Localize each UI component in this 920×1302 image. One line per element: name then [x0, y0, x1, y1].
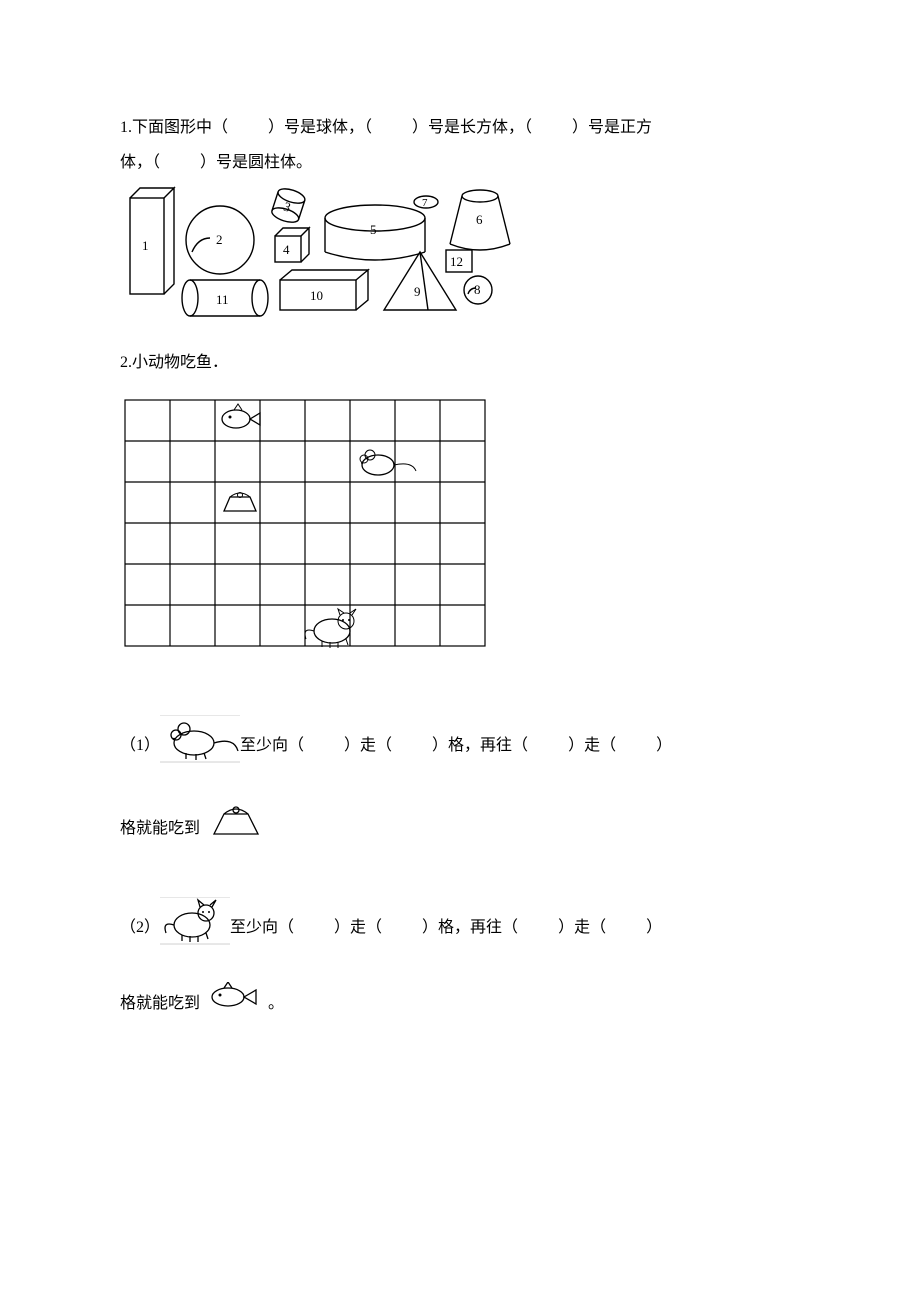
- q2s2-d: ）走（: [558, 910, 606, 945]
- q2-sub1-line1: （1） 至少向（ ）走（ ）格，再往（ ）走（ ）: [120, 715, 800, 776]
- q1-prefix: 1.下面图形中（: [120, 119, 228, 136]
- q2-sub1-num: （1）: [120, 728, 160, 763]
- svg-text:4: 4: [283, 242, 290, 257]
- shape-3: 3: [270, 186, 307, 225]
- worksheet-page: 1.下面图形中（）号是球体，（）号是长方体，（）号是正方 体，（）号是圆柱体。 …: [0, 0, 920, 1302]
- shape-2: 2: [186, 206, 254, 274]
- mouse-icon: [160, 715, 240, 776]
- q2s2-period: 。: [268, 986, 284, 1021]
- fish-icon: [206, 982, 262, 1025]
- svg-text:8: 8: [474, 282, 481, 297]
- shape-4: 4: [275, 228, 309, 262]
- cake-icon: [206, 800, 266, 857]
- q2s2-e: ）: [646, 910, 662, 945]
- q2-grid: [120, 395, 800, 655]
- svg-text:6: 6: [476, 212, 483, 227]
- shape-6: 6: [450, 190, 510, 250]
- svg-text:5: 5: [370, 222, 377, 237]
- q2s2-l2a: 格就能吃到: [120, 986, 200, 1021]
- q2s2-a: 至少向（: [230, 910, 294, 945]
- shape-1: 1: [130, 188, 174, 294]
- q2s2-b: ）走（: [334, 910, 382, 945]
- q2s2-c: ）格，再往（: [422, 910, 518, 945]
- q1-seg3: ）号是正方: [572, 119, 652, 136]
- cake-icon: [224, 492, 256, 511]
- shape-9: 9: [384, 252, 456, 310]
- q2-sub1-line2: 格就能吃到: [120, 800, 800, 857]
- q1-line2: 体，（ ）号是圆柱体。: [120, 145, 800, 180]
- shape-8: 8: [464, 276, 492, 304]
- q2-sub2-line2: 格就能吃到 。: [120, 982, 800, 1025]
- shape-10: 10: [280, 270, 368, 310]
- q1-line2a: 体，（: [120, 154, 160, 171]
- q2s1-b: ）走（: [344, 728, 392, 763]
- q2s1-c: ）格，再往（: [432, 728, 528, 763]
- q1-line1: 1.下面图形中（ ）号是球体，（ ）号是长方体，（ ）号是正方: [120, 110, 800, 145]
- q2s1-a: 至少向（: [240, 728, 304, 763]
- svg-text:10: 10: [310, 288, 323, 303]
- fish-icon: [222, 404, 260, 428]
- q1-shapes-diagram: 1 2 3 4: [120, 180, 800, 345]
- shape-7: 7: [414, 196, 438, 209]
- shape-12: 12: [446, 250, 472, 272]
- svg-text:9: 9: [414, 284, 421, 299]
- q1-seg1: ）号是球体，（: [268, 119, 372, 136]
- q2-title: 2.小动物吃鱼．: [120, 345, 800, 380]
- q2s1-l2a: 格就能吃到: [120, 811, 200, 846]
- svg-text:7: 7: [422, 197, 428, 209]
- svg-text:3: 3: [282, 199, 293, 215]
- q1-seg2: ）号是长方体，（: [412, 119, 532, 136]
- q2s1-d: ）走（: [568, 728, 616, 763]
- cat-icon: [160, 897, 230, 958]
- svg-text:11: 11: [216, 292, 229, 307]
- q1-line2b: ）号是圆柱体。: [200, 154, 312, 171]
- q2s1-e: ）: [656, 728, 672, 763]
- shape-11: 11: [182, 280, 268, 316]
- svg-text:1: 1: [142, 238, 149, 253]
- mouse-icon: [360, 450, 416, 475]
- cat-icon: [305, 609, 356, 648]
- q2-sub2-line1: （2） 至少向（ ）走（ ）格，再往（ ）走（ ）: [120, 897, 800, 958]
- svg-text:2: 2: [216, 232, 223, 247]
- svg-text:12: 12: [450, 254, 463, 269]
- shape-5: 5: [325, 205, 425, 260]
- q2-sub2-num: （2）: [120, 910, 160, 945]
